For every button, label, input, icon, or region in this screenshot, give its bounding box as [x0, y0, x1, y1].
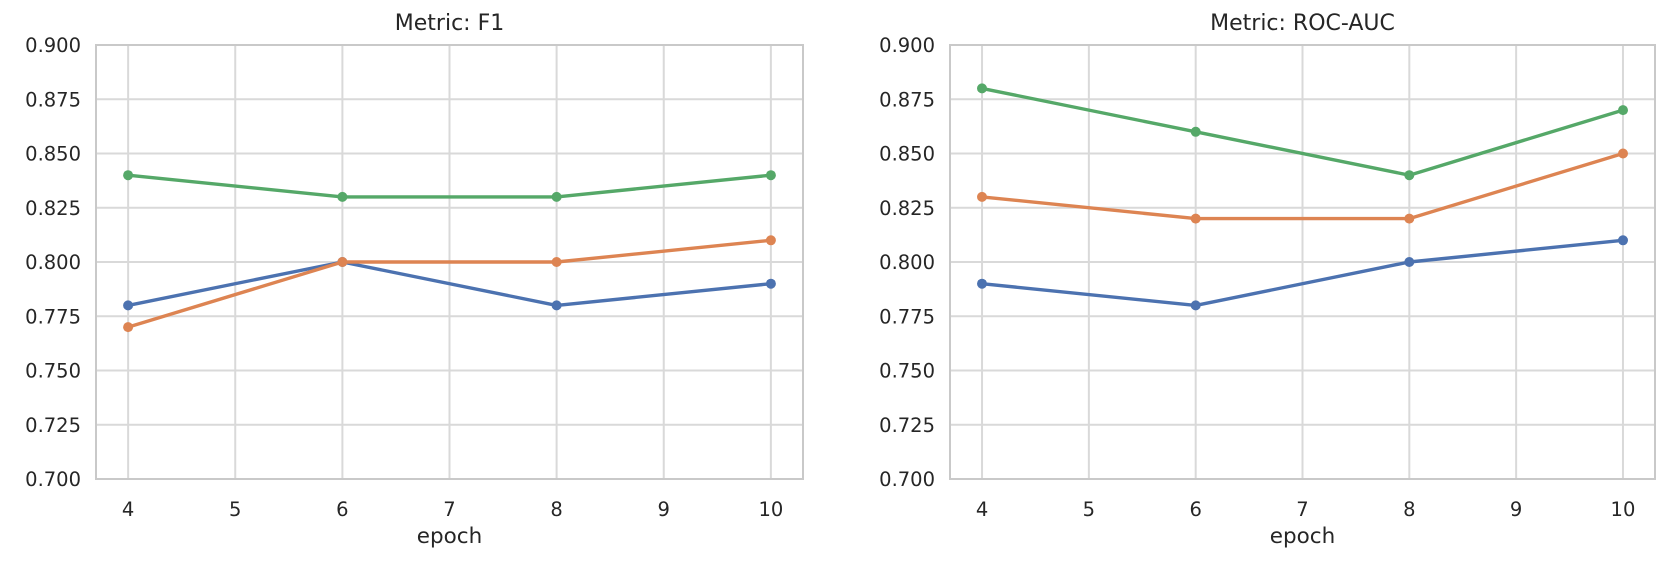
green-series-line [126, 173, 773, 199]
x-axis-label: epoch [417, 524, 482, 549]
green-series-data-point [977, 83, 987, 94]
orange-series-data-point [337, 257, 348, 267]
x-tick-label: 8 [1403, 498, 1415, 521]
y-tick-label: 0.750 [879, 360, 935, 383]
x-tick-label: 9 [1510, 498, 1522, 521]
y-tick-label: 0.800 [879, 251, 935, 274]
green-series-data-point [337, 191, 348, 202]
x-tick-label: 4 [122, 498, 134, 521]
x-tick-label: 10 [758, 498, 783, 521]
green-series-data-point [1618, 105, 1628, 116]
orange-series-data-point [977, 191, 987, 202]
x-tick-label: 8 [550, 498, 562, 521]
green-series-data-point [123, 170, 134, 181]
orange-series-data-point [123, 322, 134, 333]
blue-series-data-point [977, 278, 987, 289]
x-tick-label: 6 [1189, 498, 1201, 521]
green-series-data-point [765, 170, 776, 181]
y-tick-label: 0.700 [25, 468, 81, 491]
blue-series-data-point [123, 300, 134, 311]
plot-border [95, 44, 804, 480]
y-tick-label: 0.850 [879, 143, 935, 166]
green-series-data-point [1404, 170, 1415, 181]
chart-roc-auc: Metric: ROC-AUC 0.700 0.725 0.750 0.775 0.800… [879, 11, 1656, 549]
orange-series-data-point [1190, 213, 1201, 224]
y-tick-label: 0.875 [25, 88, 81, 111]
plot-border [949, 44, 1656, 480]
x-tick-label: 7 [443, 498, 455, 521]
blue-series-line [980, 238, 1625, 308]
orange-series-line [980, 151, 1625, 221]
chart-title: Metric: ROC-AUC [1210, 11, 1395, 36]
x-axis-label: epoch [1270, 524, 1335, 549]
blue-series-data-point [765, 278, 776, 289]
orange-series-data-point [1618, 148, 1628, 159]
orange-series-line [126, 238, 773, 329]
y-tick-label: 0.900 [25, 34, 81, 57]
chart-title: Metric: F1 [395, 11, 504, 36]
orange-series-data-point [1404, 213, 1415, 224]
y-tick-label: 0.725 [879, 414, 935, 437]
orange-series-data-point [765, 235, 776, 246]
y-tick-label: 0.875 [879, 88, 935, 111]
orange-series-data-point [551, 257, 562, 267]
chart-f1: Metric: F1 0.700 0.725 0.750 0.775 0.800 0.825… [25, 11, 804, 549]
y-tick-label: 0.850 [25, 143, 81, 166]
x-tick-label: 4 [976, 498, 988, 521]
x-tick-label: 5 [229, 498, 241, 521]
green-series-data-point [1190, 126, 1201, 137]
y-tick-label: 0.825 [879, 197, 935, 220]
blue-series-data-point [1618, 235, 1628, 246]
y-tick-label: 0.725 [25, 414, 81, 437]
y-tick-label: 0.775 [879, 305, 935, 328]
x-tick-label: 5 [1083, 498, 1095, 521]
green-series-data-point [551, 191, 562, 202]
y-tick-label: 0.900 [879, 34, 935, 57]
y-tick-label: 0.700 [879, 468, 935, 491]
blue-series-line [126, 260, 773, 308]
green-series-line [980, 86, 1625, 177]
y-tick-label: 0.750 [25, 360, 81, 383]
x-tick-label: 6 [336, 498, 348, 521]
x-tick-label: 10 [1611, 498, 1636, 521]
y-tick-label: 0.825 [25, 197, 81, 220]
x-tick-label: 9 [658, 498, 670, 521]
y-tick-label: 0.775 [25, 305, 81, 328]
blue-series-data-point [1404, 257, 1415, 267]
y-tick-label: 0.800 [25, 251, 81, 274]
blue-series-data-point [1190, 300, 1201, 311]
blue-series-data-point [551, 300, 562, 311]
x-tick-label: 7 [1296, 498, 1308, 521]
